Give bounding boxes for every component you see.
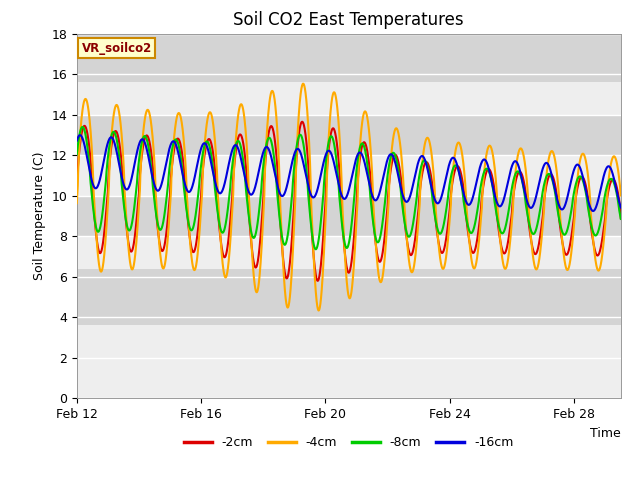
-2cm	[73, 187, 81, 192]
Legend: -2cm, -4cm, -8cm, -16cm: -2cm, -4cm, -8cm, -16cm	[179, 431, 518, 454]
-16cm	[281, 190, 289, 196]
Line: -4cm: -4cm	[77, 84, 621, 311]
-16cm	[73, 138, 81, 144]
-8cm	[312, 246, 319, 252]
X-axis label: Time: Time	[590, 427, 621, 440]
-16cm	[589, 208, 597, 214]
-2cm	[427, 172, 435, 178]
-2cm	[172, 140, 179, 145]
-4cm	[479, 183, 487, 189]
-16cm	[520, 187, 528, 192]
Line: -8cm: -8cm	[77, 127, 621, 249]
-4cm	[300, 81, 307, 86]
-2cm	[298, 119, 306, 125]
Title: Soil CO2 East Temperatures: Soil CO2 East Temperatures	[234, 11, 464, 29]
Bar	[77, 34, 621, 82]
-4cm	[427, 146, 435, 152]
Bar	[77, 115, 621, 155]
-8cm	[73, 151, 81, 157]
-4cm	[172, 121, 179, 127]
-16cm	[479, 157, 486, 163]
-8cm	[172, 136, 180, 142]
Line: -2cm: -2cm	[77, 122, 621, 281]
Line: -16cm: -16cm	[77, 135, 621, 211]
-2cm	[399, 204, 407, 210]
-2cm	[314, 278, 321, 284]
-8cm	[399, 210, 407, 216]
Bar	[77, 196, 621, 236]
Text: VR_soilco2: VR_soilco2	[81, 42, 152, 55]
-2cm	[281, 269, 289, 275]
-16cm	[172, 141, 180, 147]
-4cm	[315, 308, 323, 313]
-16cm	[76, 132, 84, 138]
-2cm	[617, 215, 625, 221]
-8cm	[617, 216, 625, 222]
-8cm	[479, 173, 487, 179]
-16cm	[617, 204, 625, 210]
-4cm	[399, 178, 407, 183]
-8cm	[427, 181, 435, 187]
Y-axis label: Soil Temperature (C): Soil Temperature (C)	[33, 152, 45, 280]
-4cm	[281, 284, 289, 290]
Bar	[77, 269, 621, 325]
-2cm	[479, 186, 487, 192]
-8cm	[79, 124, 86, 130]
-8cm	[281, 242, 289, 248]
-2cm	[520, 181, 528, 187]
-8cm	[520, 190, 528, 195]
-4cm	[617, 192, 625, 198]
-16cm	[399, 193, 407, 199]
-4cm	[520, 156, 528, 162]
-16cm	[427, 181, 435, 187]
-4cm	[73, 200, 81, 206]
